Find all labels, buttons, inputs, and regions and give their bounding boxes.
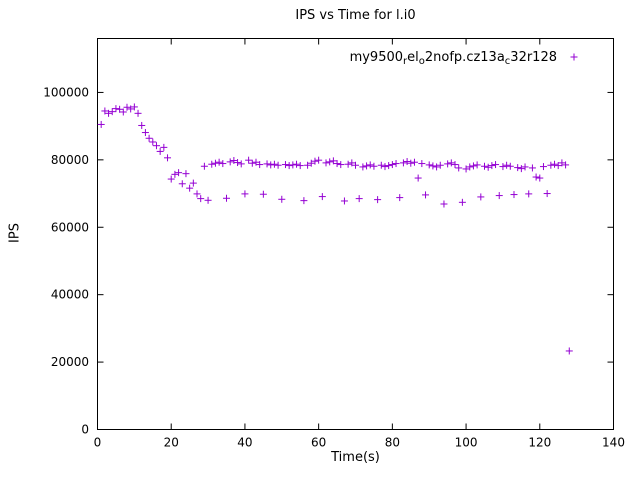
y-axis-label: IPS: [7, 223, 23, 243]
y-tick-label: 60000: [51, 220, 89, 234]
x-tick-label: 120: [528, 436, 551, 450]
y-tick-label: 0: [81, 423, 89, 437]
y-tick-label: 40000: [51, 288, 89, 302]
x-tick-label: 20: [164, 436, 179, 450]
y-tick-label: 80000: [51, 153, 89, 167]
x-tick-label: 0: [94, 436, 102, 450]
x-tick-label: 60: [311, 436, 326, 450]
chart-title: IPS vs Time for l.i0: [295, 8, 416, 23]
x-tick-label: 140: [602, 436, 625, 450]
series-points: [97, 103, 573, 355]
y-tick-label: 100000: [43, 85, 89, 99]
x-tick-label: 100: [455, 436, 478, 450]
legend-label: my9500relo2nofp.cz13ac32r128: [350, 50, 557, 67]
plot-border: [97, 38, 614, 430]
x-tick-label: 40: [237, 436, 252, 450]
x-axis-label: Time(s): [331, 450, 380, 465]
x-tick-label: 80: [385, 436, 400, 450]
y-tick-label: 20000: [51, 355, 89, 369]
legend-marker: [570, 53, 578, 61]
